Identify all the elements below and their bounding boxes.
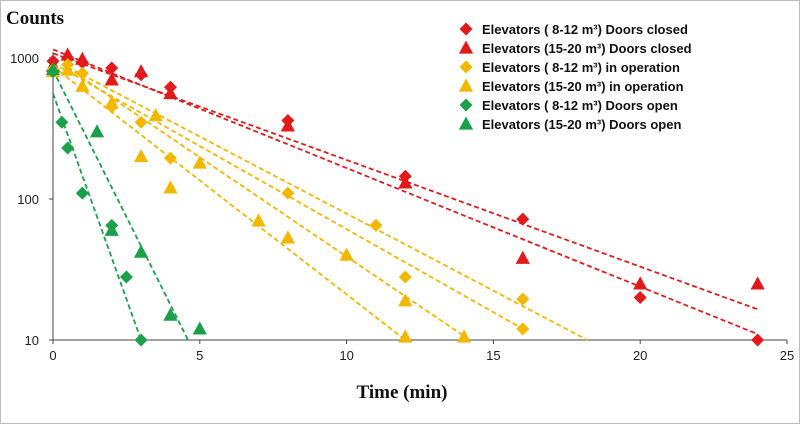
fit-line <box>52 62 524 330</box>
legend-marker <box>458 40 474 54</box>
data-point <box>192 321 207 335</box>
data-point <box>339 247 354 261</box>
x-tick-label: 10 <box>339 348 353 363</box>
data-point <box>104 95 119 109</box>
legend: Elevators ( 8-12 m³) Doors closed Elevato… <box>458 22 692 132</box>
data-point <box>280 230 296 244</box>
fit-line <box>52 69 189 341</box>
data-point <box>60 62 75 76</box>
legend-marker <box>458 78 474 92</box>
data-point <box>398 293 413 307</box>
legend-label: Elevators (15-20 m³) Doors closed <box>482 41 692 56</box>
data-point <box>163 180 178 194</box>
data-point <box>75 186 89 200</box>
data-point <box>516 322 530 336</box>
data-point <box>105 61 119 75</box>
data-point <box>55 115 69 129</box>
data-point <box>633 291 647 305</box>
data-point <box>515 250 530 264</box>
legend-marker <box>459 98 473 112</box>
legend-marker <box>459 60 473 74</box>
data-point <box>134 115 148 129</box>
data-point <box>75 78 90 92</box>
data-point <box>398 329 413 343</box>
data-point <box>104 222 119 236</box>
data-point <box>134 333 148 347</box>
legend-label: Elevators (15-20 m³) in operation <box>482 79 684 94</box>
data-point <box>75 51 90 65</box>
data-point <box>133 64 149 78</box>
data-point <box>516 212 530 226</box>
data-point <box>281 186 295 200</box>
legend-label: Elevators ( 8-12 m³) Doors open <box>482 98 678 113</box>
data-points <box>45 47 765 347</box>
data-point <box>133 149 149 163</box>
data-point <box>456 329 472 343</box>
data-point <box>751 333 765 347</box>
data-point <box>148 108 163 122</box>
y-tick-label: 100 <box>17 192 39 207</box>
axes <box>52 52 787 341</box>
data-point <box>369 218 383 232</box>
data-point <box>398 175 413 189</box>
data-point <box>750 276 765 290</box>
data-point <box>104 72 119 86</box>
data-point <box>119 270 133 284</box>
fit-line <box>52 93 142 341</box>
data-point <box>60 47 75 61</box>
data-point <box>280 118 296 132</box>
data-point <box>251 213 266 227</box>
legend-label: Elevators ( 8-12 m³) in operation <box>482 60 680 75</box>
legend-label: Elevators ( 8-12 m³) Doors closed <box>482 22 688 37</box>
data-point <box>163 151 177 165</box>
legend-marker <box>459 22 473 36</box>
fit-line <box>67 67 471 341</box>
tick-group: 0 5 10 15 20 25 10 100 1000 <box>10 51 794 363</box>
x-axis-title: Time (min) <box>357 382 448 403</box>
data-point <box>192 155 207 169</box>
legend-marker <box>458 116 474 130</box>
data-point <box>75 66 89 80</box>
x-tick-label: 15 <box>486 348 500 363</box>
data-point <box>45 61 61 76</box>
x-tick-label: 5 <box>196 348 203 363</box>
x-tick-label: 20 <box>633 348 647 363</box>
data-point <box>398 270 412 284</box>
x-tick-label: 25 <box>780 348 794 363</box>
data-point <box>516 292 530 306</box>
y-tick-label: 10 <box>25 333 39 348</box>
y-axis-title: Counts <box>6 8 64 29</box>
y-tick-label: 1000 <box>10 51 39 66</box>
legend-label: Elevators (15-20 m³) Doors open <box>482 117 681 132</box>
data-point <box>89 124 105 138</box>
data-point <box>163 86 178 100</box>
data-point <box>61 141 75 155</box>
data-point <box>133 244 149 258</box>
x-tick-label: 0 <box>49 348 56 363</box>
data-point <box>163 307 178 321</box>
data-point <box>633 276 648 290</box>
